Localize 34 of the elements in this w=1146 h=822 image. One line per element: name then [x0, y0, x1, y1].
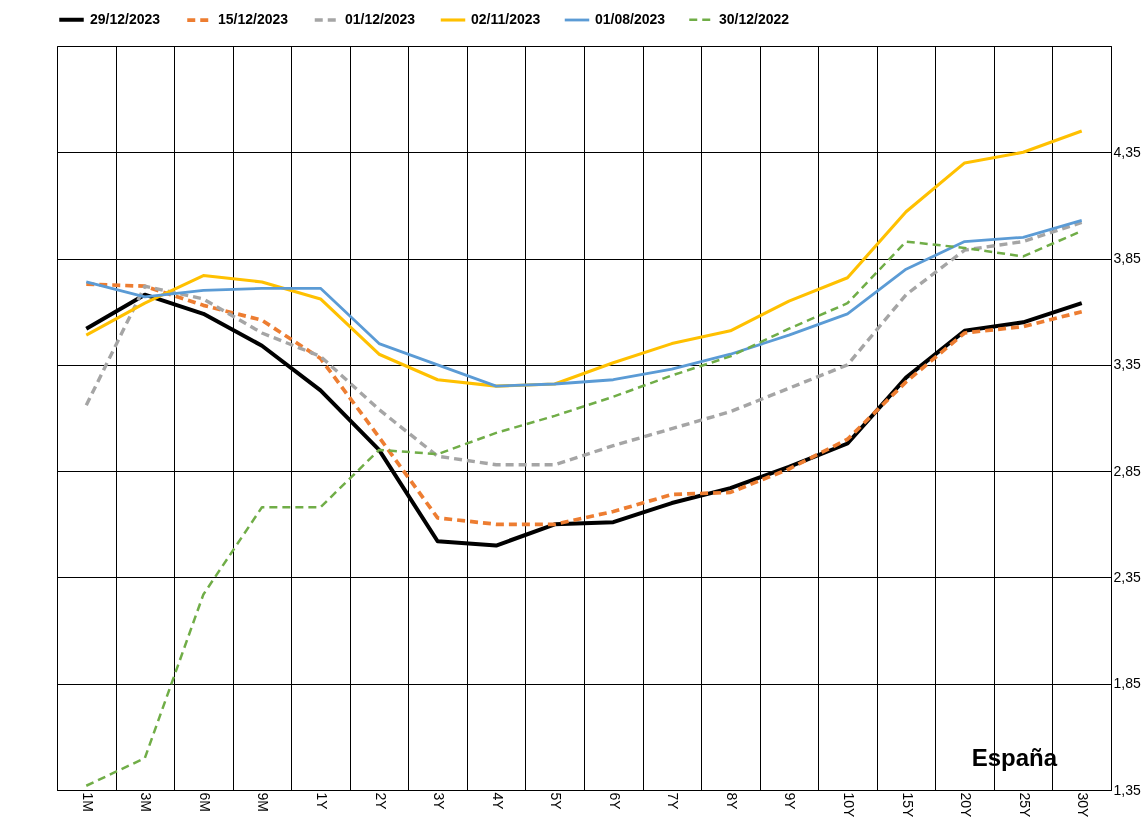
x-tick-label: 8Y [723, 792, 740, 811]
y-tick-label: 4,35 [1113, 143, 1141, 160]
x-tick-label: 10Y [841, 792, 857, 819]
legend-label: 01/08/2023 [595, 11, 666, 27]
x-tick-label: 6M [196, 792, 213, 812]
x-tick-label: 9Y [782, 792, 799, 811]
x-tick-label: 9M [255, 792, 272, 812]
x-tick-label: 5Y [548, 792, 565, 811]
legend-label: 01/12/2023 [345, 11, 416, 27]
y-tick-label: 1,35 [1113, 781, 1141, 798]
legend-label: 02/11/2023 [471, 11, 541, 27]
line-series [84, 220, 1084, 467]
legend-label: 30/12/2022 [719, 10, 790, 27]
legend-label: 15/12/2023 [218, 11, 289, 28]
y-tick-label: 2,85 [1113, 462, 1141, 479]
y-tick-label: 2,35 [1113, 568, 1141, 585]
y-tick-label: 1,85 [1113, 675, 1141, 692]
x-tick-label: 6Y [606, 792, 623, 811]
y-tick-label: 3,85 [1113, 250, 1141, 267]
x-tick-label: 20Y [958, 792, 975, 819]
legend-label: 29/12/2023 [90, 10, 161, 27]
x-tick-label: 4Y [489, 792, 506, 811]
x-tick-label: 25Y [1016, 792, 1033, 819]
x-tick-label: 15Y [899, 792, 916, 819]
x-tick-label: 1Y [314, 792, 330, 811]
line-series [84, 129, 1084, 388]
x-tick-label: 7Y [665, 792, 682, 811]
x-tick-label: 1M [79, 792, 96, 812]
x-tick-label: 30Y [1075, 792, 1092, 819]
line-series [84, 218, 1084, 388]
x-tick-label: 3Y [431, 792, 448, 811]
x-tick-label: 3M [138, 792, 155, 812]
y-tick-label: 3,35 [1113, 356, 1141, 373]
x-tick-label: 2Y [372, 792, 389, 811]
